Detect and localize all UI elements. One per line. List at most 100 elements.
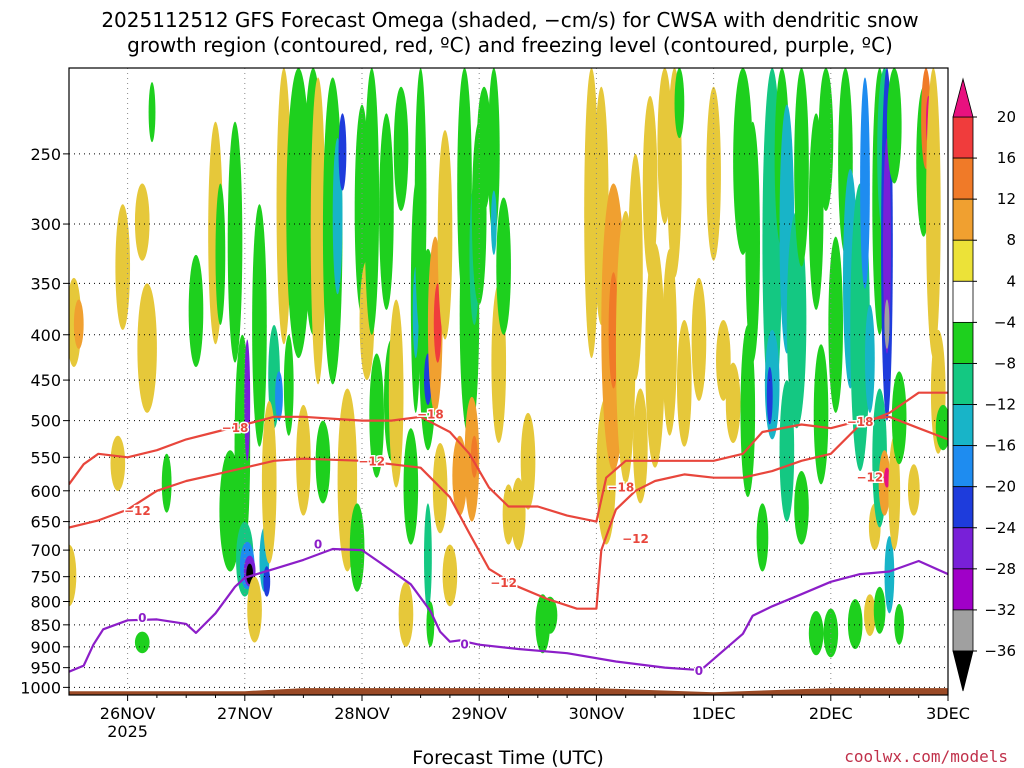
y-tick-label-13: 900	[30, 638, 61, 657]
y-tick-label-14: 950	[30, 659, 61, 678]
omega-cell-61	[442, 544, 458, 607]
contour-label-10: 0	[314, 538, 322, 552]
y-tick-label-0: 250	[30, 145, 61, 164]
plot-area: −18 −12 −12 −18 −12 −18 −12 −18 −12 0 0 0 0	[68, 67, 949, 696]
colorbar-band-0	[952, 116, 974, 159]
omega-cell-55	[424, 503, 432, 612]
colorbar-label-4: 4	[1006, 272, 1016, 290]
omega-cell-14	[227, 121, 243, 363]
x-axis-title: Forecast Time (UTC)	[412, 747, 603, 768]
y-tick-label-1: 300	[30, 215, 61, 234]
contour-label-3: −18	[417, 407, 444, 421]
omega-cell-93	[676, 320, 692, 447]
x-tick-label-6: 2DEC	[809, 704, 853, 723]
omega-cell-24	[247, 576, 262, 643]
colorbar-band-2	[952, 198, 974, 241]
omega-cell-131	[884, 299, 890, 349]
ground-fill	[69, 688, 948, 695]
colorbar-band-10	[952, 527, 974, 570]
omega-cell-42	[364, 68, 380, 335]
colorbar-band-11	[952, 568, 974, 611]
y-tick-label-10: 750	[30, 568, 61, 587]
omega-cell-1	[73, 299, 84, 349]
colorbar-band-3	[952, 239, 974, 282]
chart-title-line-2: growth region (contoured, red, ºC) and f…	[127, 33, 893, 57]
omega-cell-110	[794, 471, 809, 545]
omega-cell-12	[215, 183, 226, 326]
omega-cell-86	[633, 388, 648, 504]
omega-cell-37	[338, 113, 347, 191]
omega-cell-123	[864, 594, 876, 636]
y-axis: 250 300 350 400 450 500 550 600 650 700 750 800 850 9…	[20, 145, 69, 697]
credit-text: coolwx.com/models	[844, 747, 1008, 766]
omega-cell-4	[110, 435, 126, 491]
omega-cell-100	[745, 121, 760, 363]
omega-cell-107	[779, 380, 795, 522]
x-tick-label-3: 29NOV	[451, 704, 507, 723]
y-tick-label-9: 700	[30, 541, 61, 560]
contour-line-0	[69, 415, 948, 523]
omega-cell-9	[161, 453, 172, 513]
omega-cell-47	[393, 86, 409, 211]
omega-cell-7	[134, 631, 150, 654]
colorbar-band-8	[952, 445, 974, 488]
colorbar-label-3: 8	[1006, 231, 1016, 249]
y-tick-label-8: 650	[30, 513, 61, 532]
terrain-ground	[69, 688, 948, 695]
omega-cell-21	[252, 204, 267, 447]
x-tick-label-7: 3DEC	[926, 704, 970, 723]
omega-cell-136	[888, 435, 901, 551]
omega-cell-19	[246, 563, 254, 585]
omega-cell-39	[349, 503, 365, 592]
contour-line-2	[69, 547, 948, 673]
chart-title-line-1: 2025112512 GFS Forecast Omega (shaded, −…	[101, 8, 918, 32]
omega-cell-134	[884, 536, 895, 614]
colorbar-label-0: 20	[997, 108, 1016, 126]
omega-cell-92	[674, 68, 685, 139]
omega-cell-5	[134, 183, 150, 261]
contour-label-11: 0	[460, 638, 468, 652]
omega-cell-127	[873, 586, 886, 634]
y-tick-label-3: 400	[30, 326, 61, 345]
y-tick-label-5: 500	[30, 412, 61, 431]
omega-cell-114	[818, 68, 834, 211]
contour-label-0: −18	[222, 421, 249, 435]
omega-cell-49	[403, 428, 419, 545]
omega-cell-116	[828, 236, 844, 413]
omega-cell-46	[388, 299, 404, 488]
omega-cell-73	[496, 197, 511, 335]
omega-cell-139	[907, 464, 920, 516]
omega-cell-119	[847, 599, 863, 649]
omega-cell-27	[261, 400, 277, 564]
colorbar-bottom-arrow	[952, 650, 974, 692]
omega-cell-48	[398, 581, 414, 647]
omega-cell-97	[725, 362, 741, 444]
colorbar-top-arrow	[952, 77, 974, 118]
contour-label-1: −12	[124, 504, 151, 518]
omega-cell-121	[860, 77, 870, 289]
omega-cell-34	[315, 420, 331, 504]
contour-label-8: −12	[856, 471, 883, 485]
y-tick-label-15: 1000	[20, 678, 61, 697]
colorbar-label-9: −20	[984, 478, 1016, 496]
omega-cell-29	[283, 334, 294, 436]
y-tick-label-7: 600	[30, 482, 61, 501]
omega-cell-113	[813, 344, 829, 485]
omega-cell-133	[884, 467, 890, 488]
contour-label-2: −12	[358, 454, 385, 468]
omega-cell-44	[379, 113, 394, 310]
colorbar-label-5: −4	[994, 313, 1016, 331]
colorbar-band-12	[952, 609, 974, 652]
colorbar-band-6	[952, 363, 974, 405]
omega-cell-101	[756, 503, 769, 572]
omega-cell-94	[691, 277, 707, 401]
omega-cell-85	[628, 153, 643, 381]
omega-cell-137	[891, 371, 907, 465]
omega-cell-71	[490, 190, 497, 255]
x-tick-label-2: 28NOV	[334, 704, 390, 723]
omega-cell-122	[864, 304, 875, 413]
omega-cell-88	[645, 242, 665, 468]
y-tick-label-6: 550	[30, 448, 61, 467]
contour-line-1	[69, 391, 948, 610]
